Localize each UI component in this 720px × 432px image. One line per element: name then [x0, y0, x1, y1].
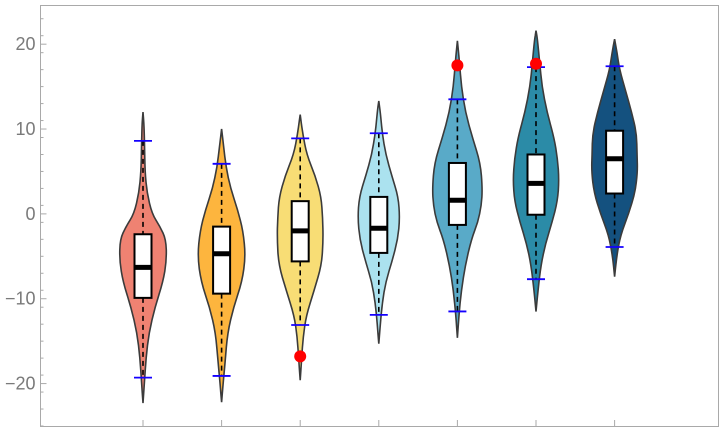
y-tick-label: −20	[5, 374, 36, 394]
violin-group-2	[197, 128, 246, 403]
iqr-box	[605, 129, 625, 195]
y-axis: −20 −10 0 10 20	[5, 18, 47, 427]
violin-group-6	[512, 30, 560, 312]
plot-frame	[40, 5, 719, 427]
iqr-box	[212, 225, 232, 295]
outlier-point	[451, 59, 464, 72]
iqr-box	[369, 195, 389, 254]
outlier-point	[294, 350, 307, 363]
violin-group-4	[357, 100, 401, 344]
plot-area	[118, 30, 639, 404]
violin-group-3	[276, 114, 324, 381]
violin-group-7	[590, 38, 639, 277]
violin-group-1	[118, 112, 168, 404]
x-axis	[142, 420, 616, 426]
outlier-point	[530, 57, 542, 70]
y-tick-label: 10	[15, 119, 35, 139]
violin-group-5	[431, 40, 483, 338]
iqr-box	[447, 161, 467, 226]
y-tick-label: −10	[5, 289, 36, 309]
y-tick-label: 20	[15, 34, 35, 54]
y-tick-label: 0	[25, 204, 35, 224]
